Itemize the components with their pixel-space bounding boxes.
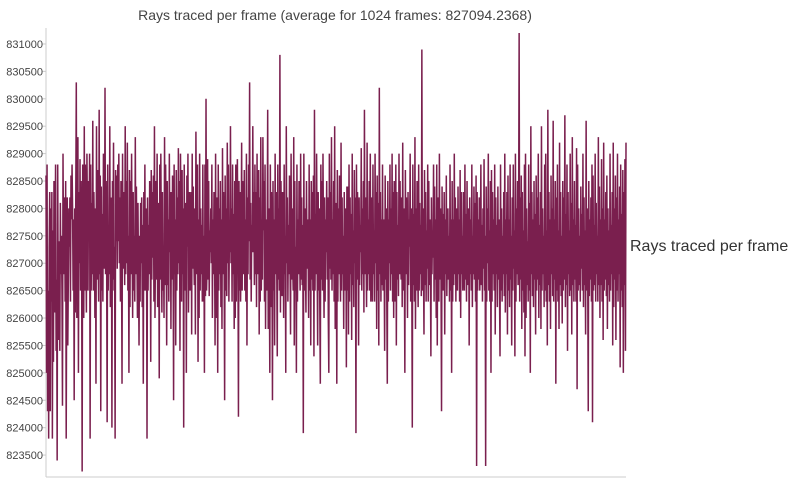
y-tick-label: 828500	[6, 176, 43, 188]
y-tick-label: 826500	[6, 286, 43, 298]
series-layer	[45, 32, 627, 472]
y-tick-label: 827000	[6, 258, 43, 270]
legend-entry: Rays traced per frame	[630, 238, 788, 255]
y-tick-label: 825500	[6, 340, 43, 352]
y-tick-label: 829000	[6, 149, 43, 161]
y-tick-label: 830000	[6, 94, 43, 106]
y-tick-label: 829500	[6, 121, 43, 133]
y-tick-label: 826000	[6, 313, 43, 325]
y-tick-label: 831000	[6, 39, 43, 51]
series-line	[45, 32, 627, 472]
y-tick-label: 824500	[6, 395, 43, 407]
chart-title: Rays traced per frame (average for 1024 …	[138, 7, 532, 23]
y-tick-label: 828000	[6, 203, 43, 215]
y-tick-label: 825000	[6, 368, 43, 380]
y-axis: 823500 824000 824500 825000 825500 826000 8265…	[6, 28, 47, 477]
y-tick-label: 827500	[6, 231, 43, 243]
y-tick-label: 824000	[6, 423, 43, 435]
y-tick-label: 823500	[6, 450, 43, 462]
y-tick-label: 830500	[6, 66, 43, 78]
